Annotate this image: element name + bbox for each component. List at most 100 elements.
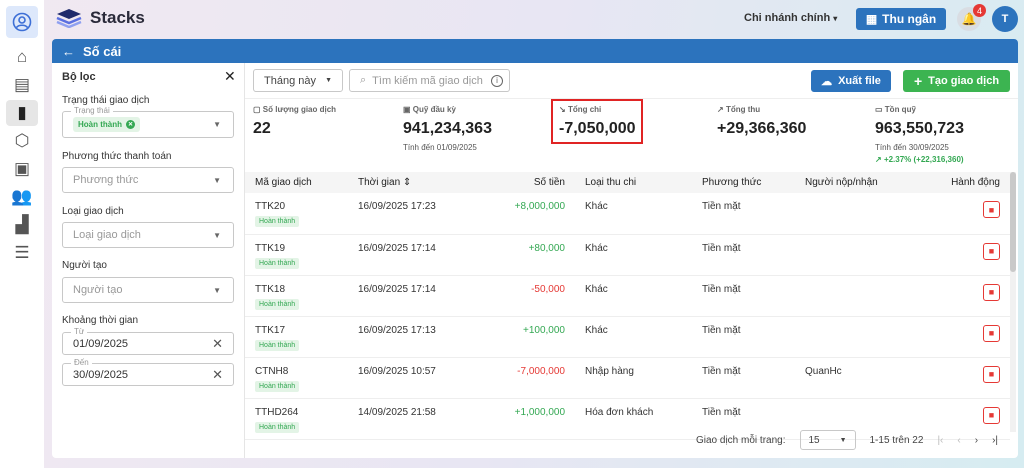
branch-select[interactable]: Chi nhánh chính ▾ (744, 12, 837, 24)
from-legend: Từ (71, 327, 88, 336)
col-time[interactable]: Thời gian ⇕ (348, 172, 468, 193)
filter-title: Bộ lọc (62, 71, 96, 83)
stats-row: ▢ Số lượng giao dịch 22 ▣ Quỹ đầu kỳ 941,2… (245, 98, 1018, 172)
table-scrollbar[interactable] (1010, 172, 1016, 432)
cell-type: Khác (575, 234, 692, 276)
export-label: Xuất file (838, 75, 881, 87)
chevron-down-icon: ▼ (213, 175, 221, 185)
search-input[interactable]: ⌕ Tìm kiếm mã giao dịch i (349, 69, 510, 92)
table-row[interactable]: TTK17 Hoàn thành 16/09/2025 17:13 +100,00… (245, 316, 1010, 358)
creator-select[interactable]: Người tạo ▼ (62, 277, 234, 303)
close-icon[interactable]: ✕ (224, 68, 236, 84)
type-select[interactable]: Loại giao dịch ▼ (62, 222, 234, 248)
clear-icon[interactable]: ✕ (212, 366, 223, 382)
back-arrow-icon[interactable]: ← (62, 43, 75, 59)
status-select[interactable]: Trạng thái Hoàn thành ✕ ▼ (62, 106, 234, 138)
stat-label: Tổng thu (725, 105, 761, 114)
transaction-code[interactable]: TTHD264 (255, 406, 299, 418)
status-badge: Hoàn thành (255, 380, 300, 392)
info-icon[interactable]: i (491, 74, 503, 87)
cell-time: 16/09/2025 17:14 (348, 234, 468, 276)
cloud-download-icon: ☁ (821, 75, 833, 88)
calculator-icon: ▦ (865, 12, 878, 26)
from-date-input[interactable]: Từ 01/09/2025 ✕ (62, 327, 234, 355)
stat-sub: Tính đến 30/09/2025 (875, 143, 949, 152)
period-select[interactable]: Tháng này ▼ (253, 69, 343, 92)
col-type: Loại thu chi (575, 172, 692, 193)
table-row[interactable]: TTHD264 Hoàn thành 14/09/2025 21:58 +1,00… (245, 398, 1010, 440)
transaction-code[interactable]: TTK20 (255, 201, 286, 212)
chart-icon[interactable]: ▟ (15, 215, 29, 234)
avatar[interactable]: T (992, 6, 1018, 32)
status-chip: Hoàn thành ✕ (73, 117, 140, 132)
stat-value: 22 (253, 120, 271, 137)
transaction-code[interactable]: TTK18 (255, 283, 286, 295)
export-button[interactable]: ☁ Xuất file (811, 70, 891, 92)
create-transaction-button[interactable]: + Tạo giao dịch (903, 70, 1010, 92)
prev-page-icon[interactable]: ‹ (957, 434, 961, 446)
scroll-thumb[interactable] (1010, 172, 1016, 272)
remove-chip-icon[interactable]: ✕ (126, 120, 135, 129)
cell-person (795, 316, 919, 358)
delete-icon[interactable]: ■ (983, 201, 1000, 218)
next-page-icon[interactable]: › (974, 434, 979, 446)
cash-icon: ▭ (875, 105, 883, 114)
box-icon[interactable]: ⬡ (14, 131, 30, 150)
sort-icon[interactable]: ⇕ (402, 177, 412, 188)
stat-sub: Tính đến 01/09/2025 (403, 143, 477, 152)
per-page-select[interactable]: 15 ▼ (799, 430, 856, 450)
to-date-input[interactable]: Đến 30/09/2025 ✕ (62, 358, 234, 386)
balance-change: +2.37% (+22,316,360) (883, 155, 964, 164)
delete-icon[interactable]: ■ (983, 324, 1000, 342)
cell-actions: ■ (918, 398, 1010, 440)
cell-actions: ■ (918, 275, 1010, 317)
profile-icon[interactable] (6, 6, 38, 38)
table-row[interactable]: TTK19 Hoàn thành 16/09/2025 17:14 +80,000… (245, 234, 1010, 276)
first-page-icon[interactable]: |‹ (937, 434, 944, 446)
table-row[interactable]: TTK18 Hoàn thành 16/09/2025 17:14 -50,000… (245, 275, 1010, 317)
per-page-value: 15 (808, 434, 820, 446)
delete-icon[interactable]: ■ (983, 406, 1000, 424)
home-icon[interactable]: ⌂ (16, 47, 28, 66)
transaction-code[interactable]: TTK19 (255, 242, 286, 254)
clipboard-icon[interactable]: ▣ (13, 159, 31, 178)
payment-placeholder: Phương thức (73, 174, 139, 186)
plus-icon: + (913, 73, 923, 89)
table-row[interactable]: CTNH8 Hoàn thành 16/09/2025 10:57 -7,000,… (245, 357, 1010, 399)
list-icon[interactable]: ☰ (14, 243, 30, 262)
stat-value: +29,366,360 (717, 120, 807, 137)
last-page-icon[interactable]: ›| (992, 434, 998, 446)
search-placeholder: Tìm kiếm mã giao dịch (372, 74, 483, 87)
transactions-table: Mã giao dịch Thời gian ⇕ Số tiền Loại th… (245, 172, 1010, 440)
cell-amount: +1,000,000 (468, 398, 575, 440)
people-icon[interactable]: 👥 (11, 187, 33, 206)
clear-icon[interactable]: ✕ (212, 335, 223, 351)
cell-actions: ■ (918, 316, 1010, 358)
creator-label: Người tạo (62, 260, 107, 271)
payment-select[interactable]: Phương thức ▼ (62, 167, 234, 193)
document-icon[interactable]: ▤ (13, 75, 31, 94)
cell-amount: +8,000,000 (468, 193, 575, 235)
cashier-button[interactable]: ▦ Thu ngân (856, 8, 946, 30)
transaction-code[interactable]: CTNH8 (255, 365, 289, 377)
app-name: Stacks (90, 8, 145, 27)
cell-type: Khác (575, 316, 692, 358)
cell-actions: ■ (918, 193, 1010, 235)
delete-icon[interactable]: ■ (983, 242, 1000, 260)
stat-label: Quỹ đầu kỳ (412, 105, 456, 114)
col-time-label: Thời gian (358, 177, 401, 188)
stacks-logo-icon (56, 9, 82, 28)
stat-balance: ▭ Tồn quỹ 963,550,723 Tính đến 30/09/2025 ↗… (875, 105, 964, 164)
filter-panel: Bộ lọc ✕ Trạng thái giao dịch Trạng thái… (52, 63, 245, 458)
delete-icon[interactable]: ■ (983, 365, 1000, 383)
transaction-code[interactable]: TTK17 (255, 324, 286, 336)
table-row[interactable]: TTK20 Hoàn thành 16/09/2025 17:23 +8,000,… (245, 193, 1010, 235)
ledger-icon[interactable]: ▮ (6, 100, 38, 126)
cell-time: 14/09/2025 21:58 (348, 398, 468, 440)
cell-amount: +80,000 (468, 234, 575, 276)
delete-icon[interactable]: ■ (983, 283, 1000, 301)
branch-label: Chi nhánh chính (744, 12, 831, 24)
cell-person (795, 234, 919, 276)
cell-type: Khác (575, 275, 692, 317)
cell-code: CTNH8 Hoàn thành (245, 357, 348, 399)
